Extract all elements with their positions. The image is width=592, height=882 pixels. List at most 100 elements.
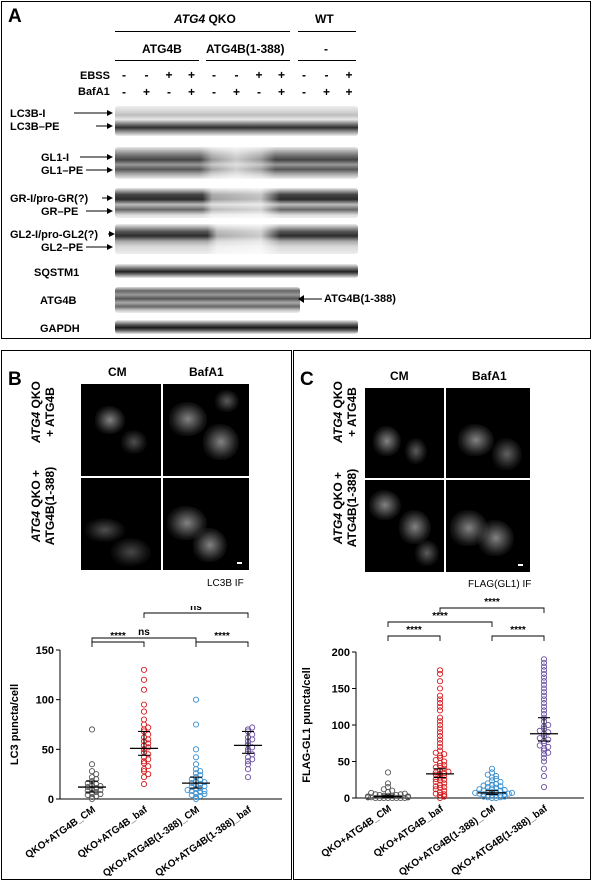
chart-c-xlabel-3: QKO+ATG4B(1-388)_baf <box>450 803 551 878</box>
chart-c-point-g3-0 <box>540 783 548 791</box>
chart-c-ytick-label-2: 100 <box>332 720 350 732</box>
chart-c-point-g2-4 <box>480 793 487 800</box>
chart-c-point-g0-24 <box>401 790 408 797</box>
chart-b-point-g2-30 <box>192 696 200 703</box>
bafa1-sign-8: - <box>302 85 306 99</box>
chart-c-point-g3-38 <box>540 659 548 666</box>
panel-b-row1-rest: QKO <box>29 381 43 412</box>
bafa1-sign-7: + <box>277 85 285 99</box>
chart-c-point-g3-31 <box>540 685 548 692</box>
bafa1-sign-3: + <box>187 85 195 99</box>
blot-label-lc3b-i: LC3B-I <box>10 108 46 120</box>
blot-label-gr-pe: GR–PE <box>41 206 79 218</box>
panel-c-row1-line2: + ATG4B <box>345 387 359 437</box>
chart-b-ytick-label-2: 100 <box>36 695 54 707</box>
blot-label-gl2-pe: GL2–PE <box>41 242 84 254</box>
chart-b-point-g2-28 <box>192 746 200 753</box>
blot-label-gl1-i: GL1-I <box>41 152 70 164</box>
chart-c-point-g2-35 <box>493 773 500 780</box>
chart-c-point-g3-2 <box>540 765 548 772</box>
blot-atg4b <box>115 287 300 313</box>
ebss-sign-3: + <box>187 68 195 82</box>
chart-b-point-g2-26 <box>192 761 200 768</box>
chart-c-point-g3-3 <box>540 758 548 765</box>
micrograph-b-baf-atg4b <box>163 384 249 476</box>
group-line-wt <box>298 31 356 32</box>
panel-c-row1-label: ATG4 QKO + ATG4B <box>331 357 359 467</box>
chart-b-bracket-1 <box>91 637 197 643</box>
chart-c-point-g1-40 <box>436 732 444 739</box>
chart-c-point-g3-32 <box>540 681 548 688</box>
chart-c-point-g1-44 <box>436 718 444 725</box>
blot-label-atg4b: ATG4B <box>40 295 77 307</box>
chart-c-point-g1-49 <box>436 696 444 703</box>
chart-c-point-g2-38 <box>488 765 496 772</box>
bafa1-sign-9: + <box>322 85 330 99</box>
chart-c-point-g2-28 <box>488 781 496 788</box>
chart-c-bracket-0 <box>387 635 441 641</box>
chart-c-point-g1-1 <box>441 793 448 800</box>
chart-c-point-g1-7 <box>432 786 439 793</box>
chart-c-point-g1-5 <box>436 789 444 796</box>
chart-c-point-g2-37 <box>488 769 496 776</box>
blot-label-gl2-i: GL2-I/pro-GL2(?) <box>10 229 98 241</box>
blot-gapdh <box>115 320 358 334</box>
chart-b-point-g1-4 <box>140 766 148 773</box>
bafa1-sign-0: - <box>122 85 126 99</box>
panel-a: A ATG4 QKO WT ATG4B ATG4B(1-388) - EBSS … <box>1 1 591 339</box>
chart-b-point-g0-21 <box>88 761 96 768</box>
chart-b-point-g1-3 <box>140 768 148 775</box>
chart-c-point-g1-53 <box>436 670 444 677</box>
panel-b-label: B <box>8 369 22 390</box>
chart-b-xlabel-2: QKO+ATG4B(1-388)_CM <box>101 804 202 879</box>
chart-c-point-g3-36 <box>540 667 548 674</box>
ebss-label: EBSS <box>80 70 110 82</box>
chart-b-point-g0-18 <box>88 774 96 781</box>
chart-c-point-g3-5 <box>540 751 548 758</box>
chart-b-ytick-label-3: 150 <box>36 645 54 657</box>
chart-c-point-g1-4 <box>432 790 439 797</box>
chart-b-point-g1-0 <box>140 781 148 788</box>
chart-c-point-g3-24 <box>540 711 548 718</box>
chart-c-point-g1-51 <box>436 685 444 692</box>
chart-c-bracket-label-1: **** <box>432 611 448 622</box>
chart-c-bracket-label-0: **** <box>406 625 422 636</box>
micrograph-c-cm-atg4b <box>365 388 444 478</box>
micrograph-c-cm-trunc <box>365 480 444 572</box>
group-header-wt: WT <box>315 12 334 26</box>
chart-c-point-g3-30 <box>540 689 548 696</box>
flag-gl1-puncta-chart: 0 50 100 150 200 FLAG-GL1 puncta/cell **** ****… <box>301 597 584 878</box>
panel-c-row2-italic: ATG4 <box>331 512 345 545</box>
chart-c-point-g0-6 <box>372 794 379 802</box>
lc3-puncta-chart: 0 50 100 150 LC3 puncta/cell **** ns **** ns QKO+… <box>9 606 282 879</box>
chart-c-point-g2-22 <box>476 786 483 793</box>
chart-b-point-g0-22 <box>88 726 96 733</box>
blot-label-gr-i: GR-I/pro-GR(?) <box>10 193 89 205</box>
chart-b-point-g1-24 <box>140 716 148 723</box>
sub-header-atg4b-trunc: ATG4B(1-388) <box>206 42 285 56</box>
chart-c-point-g1-46 <box>436 707 444 714</box>
blot-label-lc3b-pe: LC3B–PE <box>10 121 60 133</box>
chart-c-point-g2-13 <box>505 790 512 797</box>
group-header-qko-italic: ATG4 <box>174 12 206 26</box>
ebss-sign-9: - <box>324 68 329 82</box>
chart-c-point-g3-33 <box>540 678 548 685</box>
chart-b-point-g1-2 <box>145 771 152 778</box>
panel-c-row2-label: ATG4 QKO + ATG4B(1-388) <box>331 453 359 563</box>
chart-b-point-g0-20 <box>88 768 96 775</box>
panel-b-caption: LC3B IF <box>207 578 244 589</box>
chart-b-bracket-label-0: **** <box>110 631 126 642</box>
blot-arrows <box>74 110 115 250</box>
chart-c-point-g3-28 <box>540 696 548 703</box>
chart-c-point-g2-15 <box>508 789 516 796</box>
chart-c-point-g1-45 <box>436 714 444 721</box>
panel-c-label: C <box>300 369 314 390</box>
chart-b-point-g0-19 <box>93 771 100 778</box>
chart-c-point-g1-16 <box>432 775 439 783</box>
chart-c-point-g2-14 <box>472 789 479 796</box>
ebss-sign-10: + <box>345 68 353 82</box>
bafa1-label: BafA1 <box>78 86 110 98</box>
chart-b-point-g0-0 <box>88 795 96 803</box>
panel-b-row1-italic: ATG4 <box>29 411 43 443</box>
chart-c-point-g1-13 <box>432 778 439 785</box>
